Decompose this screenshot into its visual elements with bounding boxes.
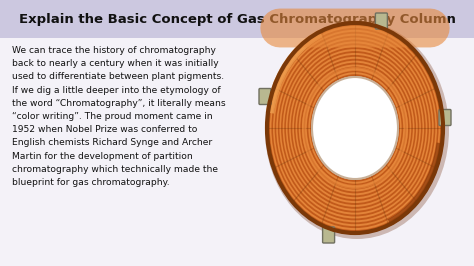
FancyBboxPatch shape xyxy=(259,89,271,105)
FancyBboxPatch shape xyxy=(0,0,474,38)
FancyBboxPatch shape xyxy=(375,13,387,29)
Ellipse shape xyxy=(265,21,449,239)
Ellipse shape xyxy=(312,77,398,179)
FancyBboxPatch shape xyxy=(439,110,451,126)
Text: We can trace the history of chromatography
back to nearly a century when it was : We can trace the history of chromatograp… xyxy=(12,46,226,187)
Text: Explain the Basic Concept of Gas Chromatography Column: Explain the Basic Concept of Gas Chromat… xyxy=(18,13,456,26)
FancyBboxPatch shape xyxy=(323,227,335,243)
Ellipse shape xyxy=(312,77,398,179)
